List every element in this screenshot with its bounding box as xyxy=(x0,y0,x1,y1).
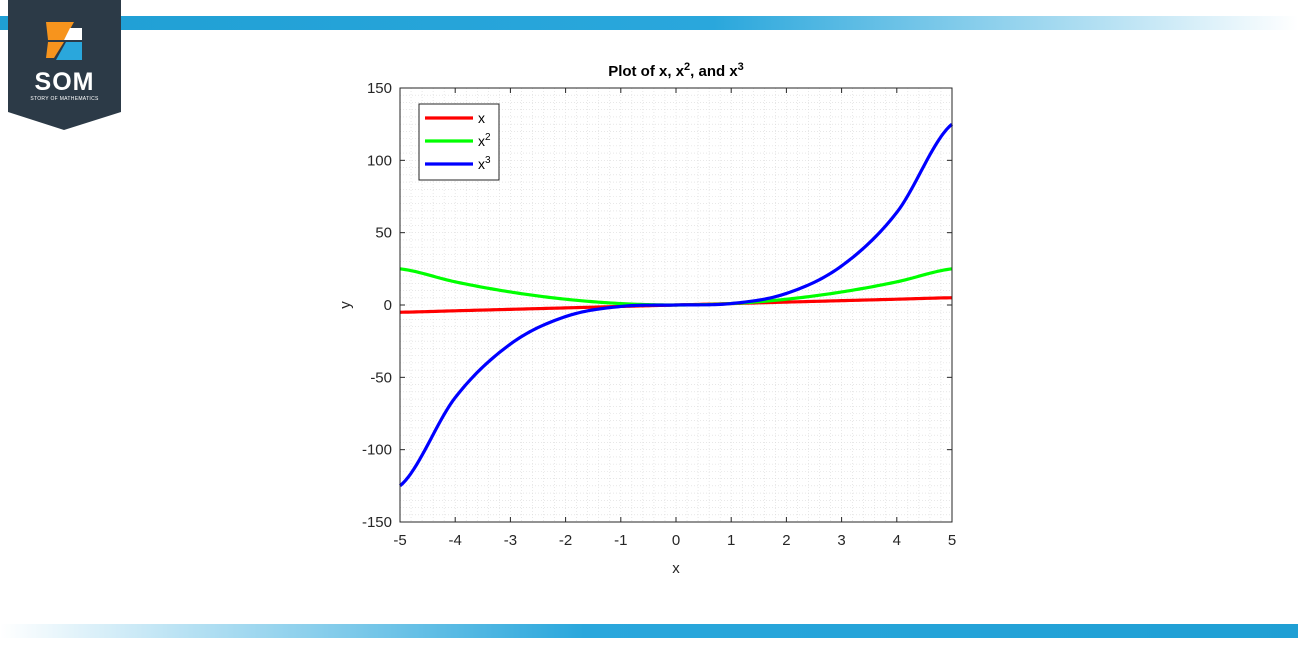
x-tick-label: -3 xyxy=(504,532,517,549)
legend: x x2 x3 xyxy=(418,103,500,181)
y-tick-label: -50 xyxy=(370,369,392,386)
logo-subtitle: STORY OF MATHEMATICS xyxy=(30,96,99,102)
x-tick-label: 1 xyxy=(727,532,735,549)
y-tick-label: 0 xyxy=(384,297,392,314)
x-tick-label: -1 xyxy=(614,532,627,549)
x-tick-label: 4 xyxy=(893,532,901,549)
x-tick-label: 5 xyxy=(948,532,956,549)
x-tick-label: -4 xyxy=(449,532,462,549)
x-tick-label: 2 xyxy=(782,532,790,549)
y-tick-label: 150 xyxy=(367,80,392,97)
x-tick-label: -2 xyxy=(559,532,572,549)
legend-label: x3 xyxy=(478,155,491,172)
top-accent-band xyxy=(0,16,1298,30)
y-tick-label: 100 xyxy=(367,152,392,169)
legend-label: x xyxy=(478,110,485,126)
logo-badge-icon xyxy=(8,0,121,130)
y-tick-label: 50 xyxy=(375,225,392,242)
y-tick-label: -150 xyxy=(362,514,392,531)
bottom-accent-band xyxy=(0,624,1298,638)
x-tick-label: 3 xyxy=(837,532,845,549)
y-tick-label: -100 xyxy=(362,442,392,459)
x-axis-label: x xyxy=(672,560,680,577)
som-logo: SOM STORY OF MATHEMATICS xyxy=(8,0,121,130)
legend-label: x2 xyxy=(478,132,491,149)
grid xyxy=(399,87,953,523)
series-line-3 xyxy=(398,122,954,488)
y-axis-label: y xyxy=(337,301,354,309)
tick-layer: -5 -4 -3 -2 -1 0 1 2 3 4 5 -150 -100 -50 0 50 100 150 xyxy=(362,80,956,549)
logo-wordmark: SOM xyxy=(34,68,95,96)
x-tick-label: 0 xyxy=(672,532,680,549)
chart-title: Plot of x, x2, and x3 xyxy=(608,61,744,80)
series-layer xyxy=(398,122,954,488)
x-tick-label: -5 xyxy=(393,532,406,549)
